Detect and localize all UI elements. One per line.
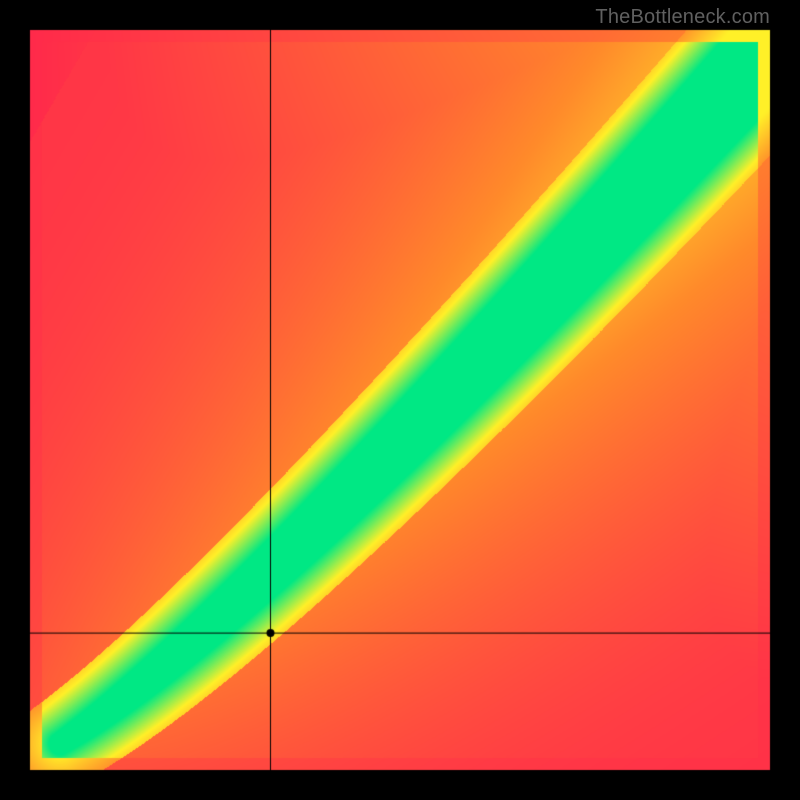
bottleneck-heatmap	[0, 0, 800, 800]
watermark-text: TheBottleneck.com	[595, 6, 770, 29]
chart-container: { "watermark": { "text": "TheBottleneck.…	[0, 0, 800, 800]
